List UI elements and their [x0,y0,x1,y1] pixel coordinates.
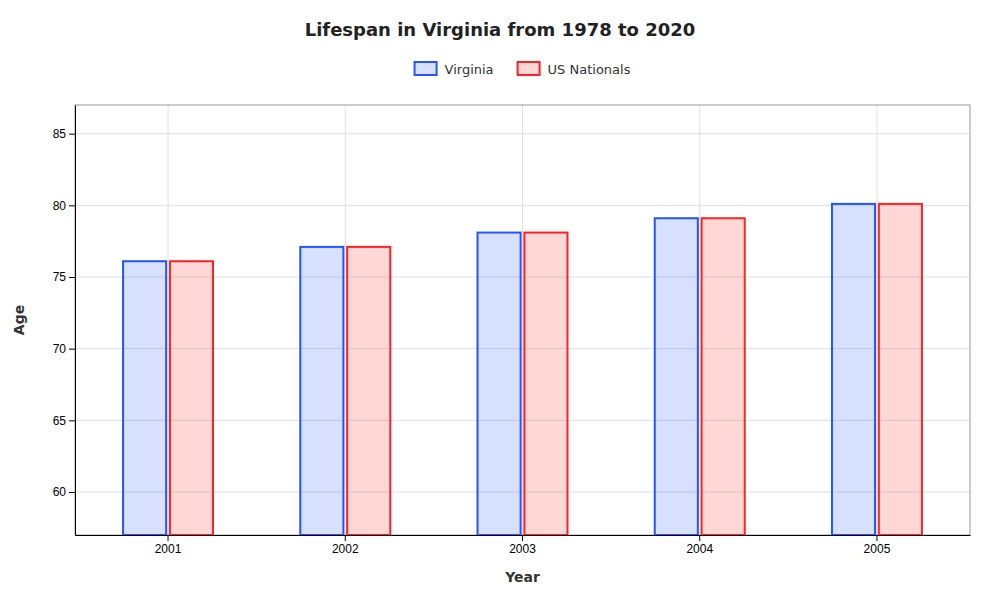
tick-label: 80 [53,199,67,213]
tick-mark [168,535,169,541]
grid-line [522,105,523,535]
tick-label: 65 [53,414,67,428]
tick-label: 60 [53,485,67,499]
legend-swatch [415,62,437,75]
tick-mark [69,349,75,350]
bar [300,247,343,535]
bar [832,204,875,535]
tick-label: 2001 [155,542,182,556]
y-axis-title: Age [11,305,27,335]
tick-mark [69,205,75,206]
legend-item: Virginia [415,62,494,77]
tick: 2001 [155,535,182,556]
legend: Virginia US Nationals [415,62,631,77]
x-axis-title: Year [504,569,540,585]
bar-series [170,204,922,535]
tick-mark [69,134,75,135]
bar [879,204,922,535]
tick-mark [876,535,877,541]
axis-line [75,106,76,536]
bar [702,218,745,535]
tick-label: 75 [53,270,67,284]
tick: 85 [53,127,75,141]
bar [655,218,698,535]
grid-line [699,105,700,535]
plot-frame [75,105,970,535]
tick-mark [69,420,75,421]
tick-mark [522,535,523,541]
bar [170,261,213,535]
tick: 2003 [509,535,536,556]
tick-label: 2002 [332,542,359,556]
x-axis: 2001 2002 2003 2004 2005 [76,535,971,556]
tick-mark [69,492,75,493]
tick-mark [699,535,700,541]
tick-label: 2003 [509,542,536,556]
bar-series [123,204,875,535]
tick: 80 [53,199,75,213]
tick: 2002 [332,535,359,556]
grid-line [345,105,346,535]
tick-label: 2005 [864,542,891,556]
grid-line [876,105,877,535]
legend-label: US Nationals [548,62,631,77]
tick-label: 70 [53,342,67,356]
bar [347,247,390,535]
tick: 75 [53,270,75,284]
grid-line [168,105,169,535]
chart: 2001 2002 2003 2004 2005 60 65 70 75 80 85 Year Age L… [0,0,1000,600]
tick: 60 [53,485,75,499]
plot-area: 2001 2002 2003 2004 2005 60 65 70 75 80 85 [53,105,971,556]
tick-label: 85 [53,127,67,141]
tick: 2005 [864,535,891,556]
legend-swatch [518,62,540,75]
tick: 65 [53,414,75,428]
bar [524,233,567,535]
bar [123,261,166,535]
tick-mark [69,277,75,278]
title: Lifespan in Virginia from 1978 to 2020 [305,19,696,40]
tick-label: 2004 [686,542,713,556]
grid [75,105,970,535]
tick-mark [345,535,346,541]
bars [123,204,922,535]
legend-item: US Nationals [518,62,631,77]
y-axis: 60 65 70 75 80 85 [53,106,76,536]
tick: 2004 [686,535,713,556]
tick: 70 [53,342,75,356]
bar [478,233,521,535]
legend-label: Virginia [445,62,494,77]
